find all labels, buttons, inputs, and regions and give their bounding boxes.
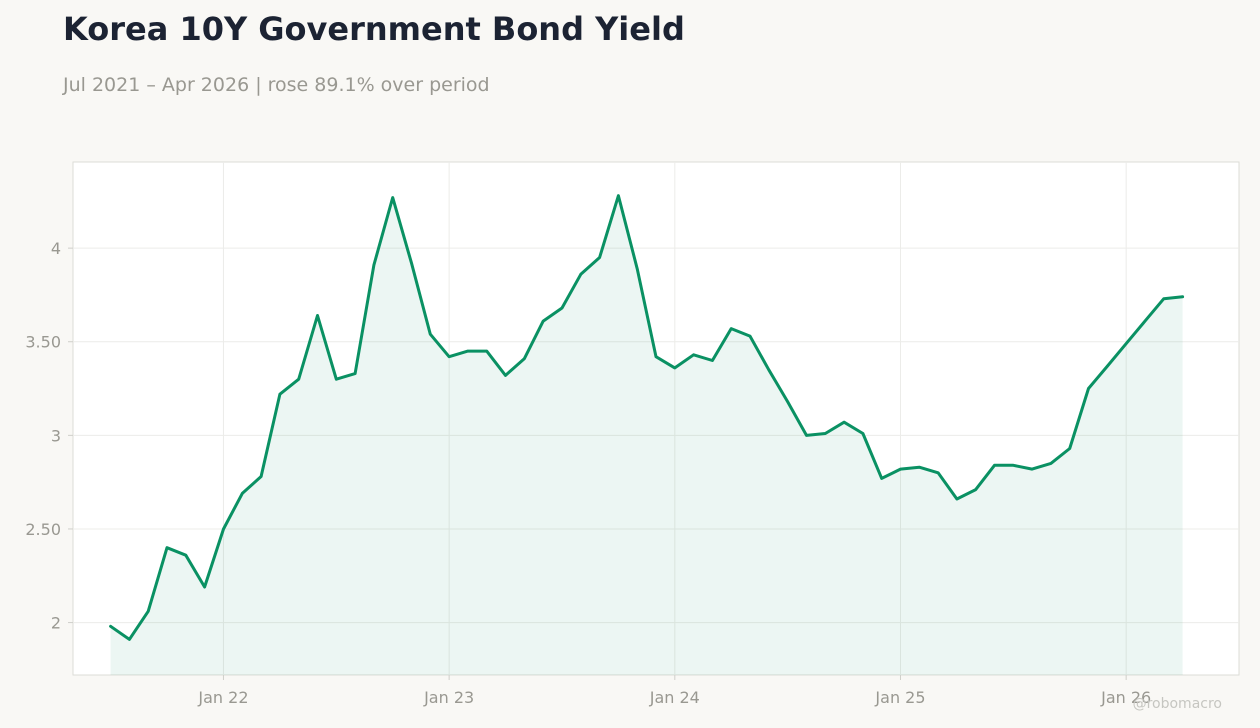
data-point	[936, 471, 940, 474]
y-tick-label: 2	[51, 614, 61, 633]
data-point	[861, 432, 865, 435]
data-point	[918, 466, 921, 469]
data-point	[109, 625, 112, 628]
data-point	[598, 256, 601, 259]
data-point	[184, 554, 187, 557]
x-tick-label: Jan 24	[649, 688, 700, 707]
data-point	[880, 477, 883, 480]
data-point	[654, 355, 658, 358]
data-point	[767, 368, 770, 371]
data-point	[636, 267, 639, 270]
data-point	[1162, 297, 1166, 300]
data-point	[429, 333, 432, 336]
data-point	[579, 273, 582, 276]
data-point	[617, 194, 620, 197]
y-tick-label: 3.50	[25, 333, 61, 352]
data-point	[805, 434, 808, 437]
data-point	[1181, 295, 1184, 298]
data-point	[335, 378, 338, 381]
data-point	[974, 488, 977, 491]
data-point	[391, 196, 394, 199]
data-point	[1106, 364, 1109, 368]
plot-area	[72, 161, 1240, 676]
x-tick-label: Jan 25	[874, 688, 925, 707]
data-point	[297, 378, 300, 381]
data-point	[842, 421, 846, 424]
data-point	[203, 585, 206, 589]
x-tick-label: Jan 22	[197, 688, 248, 707]
data-point	[241, 492, 244, 495]
series-line	[109, 194, 1185, 641]
data-point	[147, 610, 150, 613]
y-tick-label: 2.50	[25, 520, 61, 539]
data-point	[711, 359, 714, 362]
data-point	[673, 366, 676, 370]
data-point	[504, 374, 507, 377]
chart-subtitle: Jul 2021 – Apr 2026 | rose 89.1% over pe…	[63, 74, 490, 96]
data-point	[560, 306, 564, 310]
data-point	[542, 319, 545, 323]
x-tick-label: Jan 23	[423, 688, 474, 707]
y-tick-label: 4	[51, 239, 61, 258]
data-point	[485, 349, 488, 353]
data-point	[1125, 342, 1128, 345]
data-point	[316, 314, 319, 317]
data-point	[259, 475, 263, 478]
data-point	[222, 527, 225, 531]
data-point	[128, 638, 131, 641]
watermark: @robomacro	[1132, 696, 1222, 712]
data-point	[993, 464, 996, 467]
data-point	[1087, 387, 1090, 390]
y-tick-label: 3	[51, 426, 61, 445]
data-point	[955, 497, 959, 501]
data-point	[523, 357, 526, 360]
data-point	[1049, 462, 1053, 465]
x-tick-label: Jan 26	[1100, 688, 1151, 707]
data-point	[372, 263, 376, 267]
data-point	[410, 261, 413, 265]
data-point	[730, 327, 733, 330]
data-point	[1143, 319, 1147, 323]
data-point	[692, 353, 695, 356]
data-point	[447, 355, 451, 358]
data-point	[353, 372, 357, 375]
data-point	[786, 400, 789, 403]
data-point	[824, 432, 827, 435]
chart-title: Korea 10Y Government Bond Yield	[63, 10, 685, 48]
series-area	[110, 195, 1183, 675]
data-point	[165, 546, 169, 549]
data-point	[1030, 467, 1034, 471]
data-point	[466, 349, 470, 353]
data-point	[748, 334, 752, 338]
data-point	[1012, 464, 1015, 467]
data-point	[278, 393, 282, 396]
data-point	[899, 467, 902, 471]
data-point	[1068, 447, 1071, 450]
